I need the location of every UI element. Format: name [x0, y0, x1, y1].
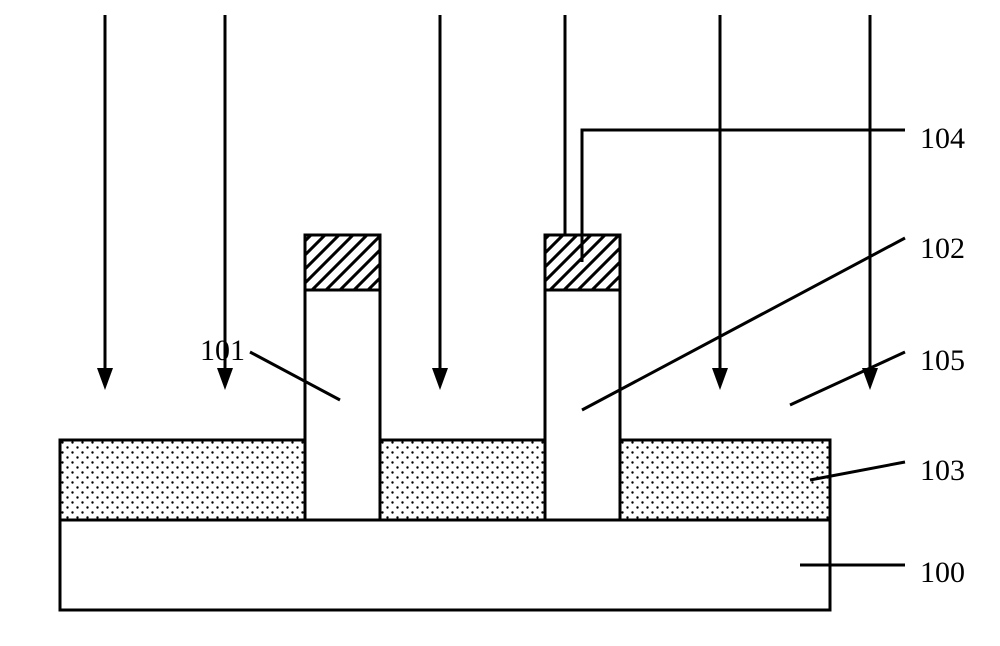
substrate-100 [60, 520, 830, 610]
label-103: 103 [920, 454, 965, 487]
label-100: 100 [920, 556, 965, 589]
fin-102 [545, 280, 620, 520]
cross-section [60, 235, 830, 610]
label-104: 104 [920, 122, 965, 155]
label-102: 102 [920, 232, 965, 265]
arrow-5 [862, 15, 878, 390]
label-101: 101 [200, 334, 245, 367]
arrow-0 [97, 15, 113, 390]
callout-105: 105 [790, 344, 965, 405]
hardmask-left-104 [305, 235, 380, 290]
arrow-2 [432, 15, 448, 390]
label-105: 105 [920, 344, 965, 377]
fin-101 [305, 280, 380, 520]
callout-103: 103 [810, 454, 965, 487]
callout-102: 102 [582, 232, 965, 410]
isolation-layer-103 [60, 440, 830, 520]
callout-104: 104 [582, 122, 965, 262]
